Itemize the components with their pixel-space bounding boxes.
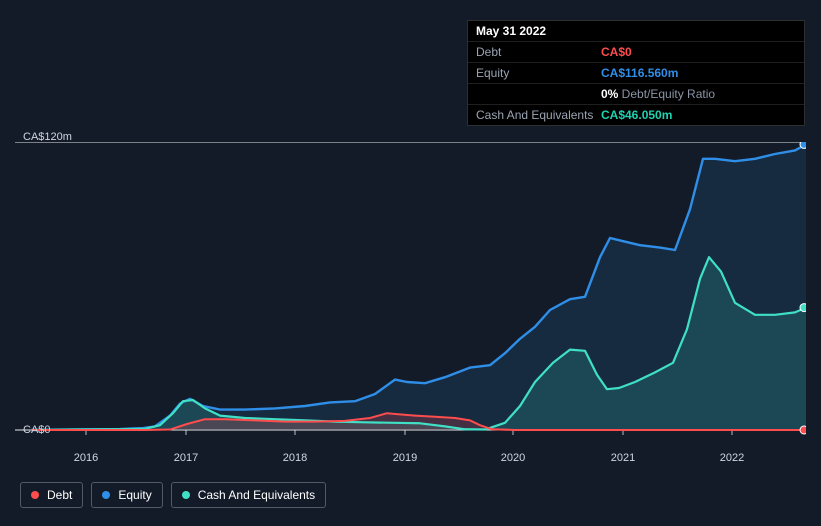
- x-axis-label: 2019: [393, 452, 417, 464]
- legend-debt-label: Debt: [47, 488, 72, 502]
- x-axis-label: 2018: [283, 452, 307, 464]
- legend-item-cash[interactable]: Cash And Equivalents: [171, 482, 326, 508]
- tooltip-ratio-value: 0% Debt/Equity Ratio: [601, 87, 796, 101]
- y-axis-label: CA$0: [23, 424, 51, 436]
- tooltip-cash-value: CA$46.050m: [601, 108, 796, 122]
- x-axis-label: 2022: [720, 452, 744, 464]
- tooltip-debt-value: CA$0: [601, 45, 796, 59]
- chart-area[interactable]: CA$120mCA$0 2016201720182019202020212022: [15, 142, 806, 442]
- circle-icon: [102, 491, 110, 499]
- tooltip-cash-row: Cash And Equivalents CA$46.050m: [468, 105, 804, 125]
- x-axis-label: 2020: [501, 452, 525, 464]
- legend-cash-label: Cash And Equivalents: [198, 488, 315, 502]
- tooltip-date-row: May 31 2022: [468, 21, 804, 42]
- tooltip-debt-label: Debt: [476, 45, 601, 59]
- tooltip-date: May 31 2022: [476, 24, 546, 38]
- tooltip-cash-label: Cash And Equivalents: [476, 108, 601, 122]
- legend-item-debt[interactable]: Debt: [20, 482, 83, 508]
- x-axis-label: 2016: [74, 452, 98, 464]
- legend-item-equity[interactable]: Equity: [91, 482, 162, 508]
- tooltip-equity-label: Equity: [476, 66, 601, 80]
- tooltip-debt-row: Debt CA$0: [468, 42, 804, 63]
- circle-icon: [182, 491, 190, 499]
- x-axis-label: 2017: [174, 452, 198, 464]
- tooltip-ratio-txt: Debt/Equity Ratio: [618, 87, 715, 101]
- legend-equity-label: Equity: [118, 488, 151, 502]
- x-axis-label: 2021: [611, 452, 635, 464]
- y-axis-label: CA$120m: [23, 131, 72, 143]
- tooltip-equity-value: CA$116.560m: [601, 66, 796, 80]
- tooltip-ratio-pct: 0%: [601, 87, 618, 101]
- chart-legend: Debt Equity Cash And Equivalents: [20, 482, 326, 508]
- chart-svg: [15, 142, 806, 442]
- tooltip-ratio-row: 0% Debt/Equity Ratio: [468, 84, 804, 105]
- tooltip-ratio-label: [476, 87, 601, 101]
- chart-tooltip: May 31 2022 Debt CA$0 Equity CA$116.560m…: [467, 20, 805, 126]
- tooltip-equity-row: Equity CA$116.560m: [468, 63, 804, 84]
- circle-icon: [31, 491, 39, 499]
